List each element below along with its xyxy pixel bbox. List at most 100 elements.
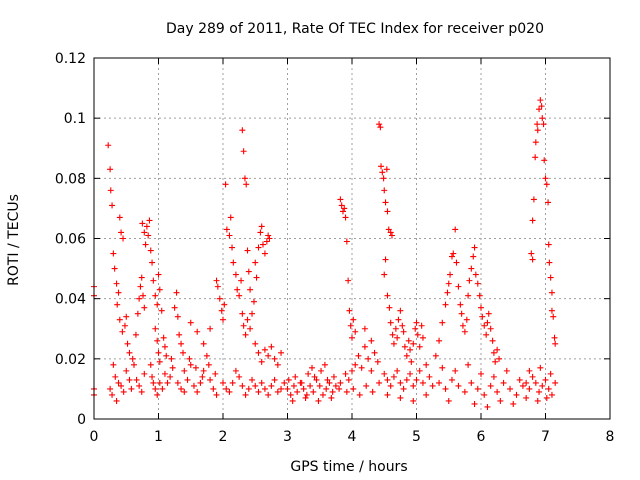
data-point <box>245 385 252 392</box>
data-point <box>266 235 273 242</box>
data-point <box>149 259 156 266</box>
data-point <box>132 331 139 338</box>
data-point <box>285 376 292 383</box>
data-point <box>387 382 394 389</box>
data-point <box>342 370 349 377</box>
data-point <box>114 301 121 308</box>
data-point <box>447 271 454 278</box>
data-point <box>471 400 478 407</box>
data-point <box>552 340 559 347</box>
data-point <box>487 382 494 389</box>
data-point <box>259 241 266 248</box>
data-point <box>523 379 530 386</box>
data-point <box>116 316 123 323</box>
data-point <box>432 352 439 359</box>
data-point <box>261 346 268 353</box>
data-point <box>261 385 268 392</box>
data-point <box>120 388 127 395</box>
data-point <box>274 388 281 395</box>
data-point <box>220 379 226 386</box>
data-point <box>136 295 143 302</box>
y-tick-label: 0.02 <box>55 352 86 368</box>
data-point <box>389 331 396 338</box>
data-point <box>474 280 481 287</box>
data-point <box>381 187 388 194</box>
data-point <box>380 175 387 182</box>
data-point <box>355 352 362 359</box>
data-point <box>532 379 539 386</box>
data-point <box>111 265 118 272</box>
data-point <box>365 355 372 362</box>
data-point <box>109 391 116 398</box>
data-point <box>463 316 470 323</box>
data-point <box>315 397 322 404</box>
data-point <box>484 403 491 410</box>
data-point <box>542 175 549 182</box>
data-point <box>410 397 417 404</box>
data-point <box>239 127 246 134</box>
data-point <box>516 376 523 383</box>
data-point <box>239 382 246 389</box>
data-point <box>361 325 368 332</box>
data-point <box>138 388 145 395</box>
data-point <box>223 226 230 233</box>
data-point <box>265 352 272 359</box>
data-point <box>541 157 548 164</box>
data-point <box>445 280 452 287</box>
data-point <box>178 385 185 392</box>
data-point <box>376 121 383 128</box>
data-point <box>450 250 457 257</box>
data-point <box>134 310 141 317</box>
data-point <box>468 379 475 386</box>
data-point <box>379 169 386 176</box>
y-tick-label: 0.08 <box>55 171 86 187</box>
data-point <box>263 238 270 245</box>
data-point <box>240 148 247 155</box>
data-point <box>226 232 233 239</box>
data-point <box>116 214 123 221</box>
data-point <box>350 385 357 392</box>
data-point <box>394 334 401 341</box>
data-point <box>397 307 404 314</box>
data-point <box>347 322 354 329</box>
data-point <box>352 328 359 335</box>
data-point <box>110 250 117 257</box>
data-point <box>174 313 181 320</box>
y-tick-label: 0 <box>77 412 86 428</box>
data-point <box>240 322 247 329</box>
data-point <box>252 382 259 389</box>
data-point <box>118 229 125 236</box>
data-point <box>223 385 230 392</box>
data-point <box>200 367 207 374</box>
data-point <box>180 349 187 356</box>
data-point <box>543 181 550 188</box>
data-point <box>416 343 423 350</box>
data-point <box>130 361 137 368</box>
data-point <box>385 226 392 233</box>
data-point <box>507 385 514 392</box>
data-point <box>161 343 168 350</box>
data-point <box>109 202 116 209</box>
x-tick-label: 0 <box>90 429 99 445</box>
data-point <box>207 325 214 332</box>
data-point <box>118 382 125 389</box>
data-point <box>387 229 394 236</box>
data-point <box>470 253 477 260</box>
data-point <box>519 382 526 389</box>
data-point <box>537 97 544 104</box>
data-point <box>307 382 314 389</box>
data-point <box>274 361 281 368</box>
data-point <box>419 334 426 341</box>
data-point <box>186 355 193 362</box>
data-point <box>342 214 349 221</box>
data-point <box>258 358 265 365</box>
data-point <box>343 238 350 245</box>
data-point <box>214 283 221 290</box>
data-point <box>123 313 130 320</box>
data-point <box>238 277 245 284</box>
data-point <box>458 310 465 317</box>
data-point <box>309 364 316 371</box>
data-point <box>476 292 483 299</box>
data-point <box>249 310 256 317</box>
data-point <box>337 196 344 203</box>
